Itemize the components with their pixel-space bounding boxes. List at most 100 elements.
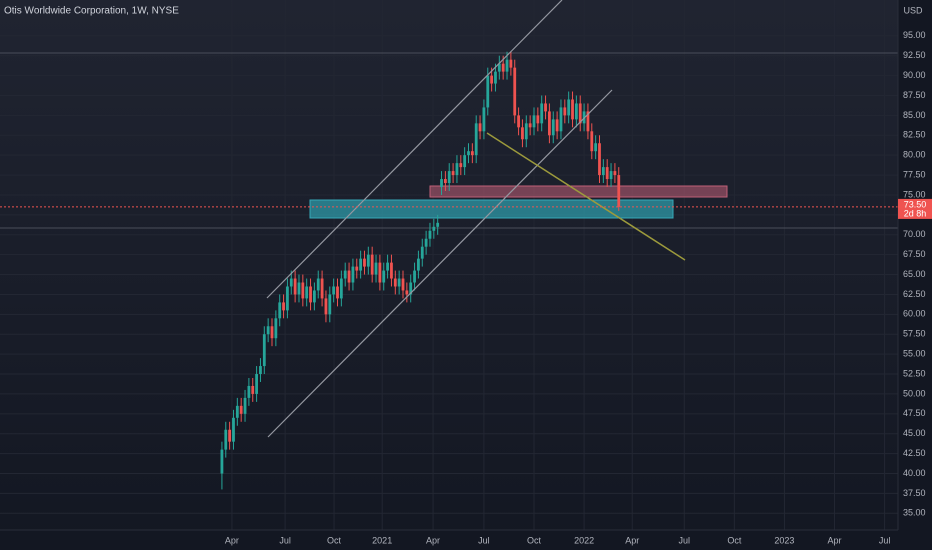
candle-body (605, 167, 609, 180)
candle-body (336, 286, 339, 299)
candle-body (417, 258, 420, 271)
candle-body (544, 103, 547, 112)
candle-body (420, 246, 424, 259)
candle-body (393, 278, 397, 287)
candle-body (532, 115, 536, 128)
x-tick-label: Oct (327, 535, 342, 545)
candle-body (266, 326, 270, 335)
candle-body (305, 286, 309, 299)
y-tick-label: 65.00 (903, 269, 926, 279)
candle-body (370, 254, 374, 275)
y-tick-label: 77.50 (903, 169, 926, 179)
y-tick-label: 92.50 (903, 50, 926, 60)
candle-body (590, 131, 594, 152)
candle-body (459, 163, 463, 168)
y-tick-label: 57.50 (903, 329, 926, 339)
y-tick-label: 70.00 (903, 229, 926, 239)
candle-body (447, 171, 451, 184)
candle-body (440, 179, 443, 188)
candle-body (282, 302, 285, 311)
y-tick-label: 90.00 (903, 70, 926, 80)
candle-body (332, 286, 336, 295)
candle-body (509, 59, 513, 68)
candle-body (559, 107, 563, 132)
y-tick-label: 47.50 (903, 408, 926, 418)
support-zone (309, 199, 674, 219)
candle-body (528, 123, 532, 128)
y-tick-label: 42.50 (903, 448, 926, 458)
y-tick-label: 87.50 (903, 90, 926, 100)
candle-body (293, 278, 297, 295)
candle-body (551, 119, 555, 136)
candle-body (598, 143, 601, 176)
price-badge (898, 198, 932, 219)
y-tick-label: 85.00 (903, 110, 926, 120)
axis-labels: 35.00 37.50 40.00 42.50 45.00 47.50 50.00 52.50… (225, 30, 926, 545)
candle-body (563, 107, 567, 116)
candle-body (297, 282, 301, 295)
candle-body (243, 397, 247, 414)
x-tick-label: Oct (727, 535, 742, 545)
candle-body (278, 302, 282, 319)
candle-body (613, 171, 617, 176)
x-tick-label: Jul (478, 535, 490, 545)
candle-body (347, 270, 351, 283)
channel-lower (267, 89, 613, 438)
candle-body (316, 278, 320, 291)
candle-body (470, 151, 474, 156)
candle-body (524, 123, 528, 140)
candle-body (474, 123, 478, 156)
y-tick-label: 80.00 (903, 150, 926, 160)
candle-body (548, 111, 551, 136)
candle-body (312, 290, 316, 303)
x-tick-label: 2023 (774, 535, 794, 545)
candle-body (478, 123, 482, 132)
candle-body (432, 226, 436, 231)
candle-body (262, 334, 266, 367)
candle-body (413, 270, 416, 283)
candle-body (324, 298, 328, 315)
candle-body (382, 270, 386, 283)
candle-body (251, 385, 255, 394)
candle-body (467, 151, 470, 156)
candle-body (594, 143, 598, 152)
x-tick-label: 2022 (574, 535, 594, 545)
candle-body (286, 286, 289, 311)
candle-body (428, 230, 432, 239)
candle-body (355, 266, 359, 271)
price-label: 73.50 (904, 199, 927, 209)
candle-body (451, 171, 455, 176)
candle-body (359, 258, 363, 271)
y-tick-label: 35.00 (903, 508, 926, 518)
chart-title: Otis Worldwide Corporation, 1W, NYSE (4, 6, 179, 17)
time-axis (0, 530, 932, 550)
candle-body (601, 167, 605, 176)
candle-body (386, 262, 389, 271)
candle-body (247, 385, 251, 398)
x-tick-label: Oct (527, 535, 542, 545)
candle-body (578, 103, 582, 124)
candle-body (274, 318, 278, 339)
y-tick-label: 37.50 (903, 488, 926, 498)
candle-body (239, 405, 243, 414)
candle-body (259, 366, 262, 375)
x-tick-label: Jul (879, 535, 891, 545)
candle-body (390, 262, 393, 279)
channel-upper (266, 0, 563, 299)
candle-body (455, 163, 459, 176)
candle-body (228, 429, 232, 442)
candle-body (586, 111, 590, 132)
candle-body (536, 115, 540, 124)
candle-body (501, 63, 505, 72)
countdown: 2d 8h (904, 208, 927, 218)
y-tick-label: 82.50 (903, 130, 926, 140)
candle-body (540, 103, 544, 124)
y-tick-label: 60.00 (903, 309, 926, 319)
x-tick-label: Jul (678, 535, 690, 545)
candle-body (339, 278, 343, 299)
candle-body (374, 262, 378, 275)
candle-body (351, 266, 355, 283)
candle-body (255, 374, 258, 394)
